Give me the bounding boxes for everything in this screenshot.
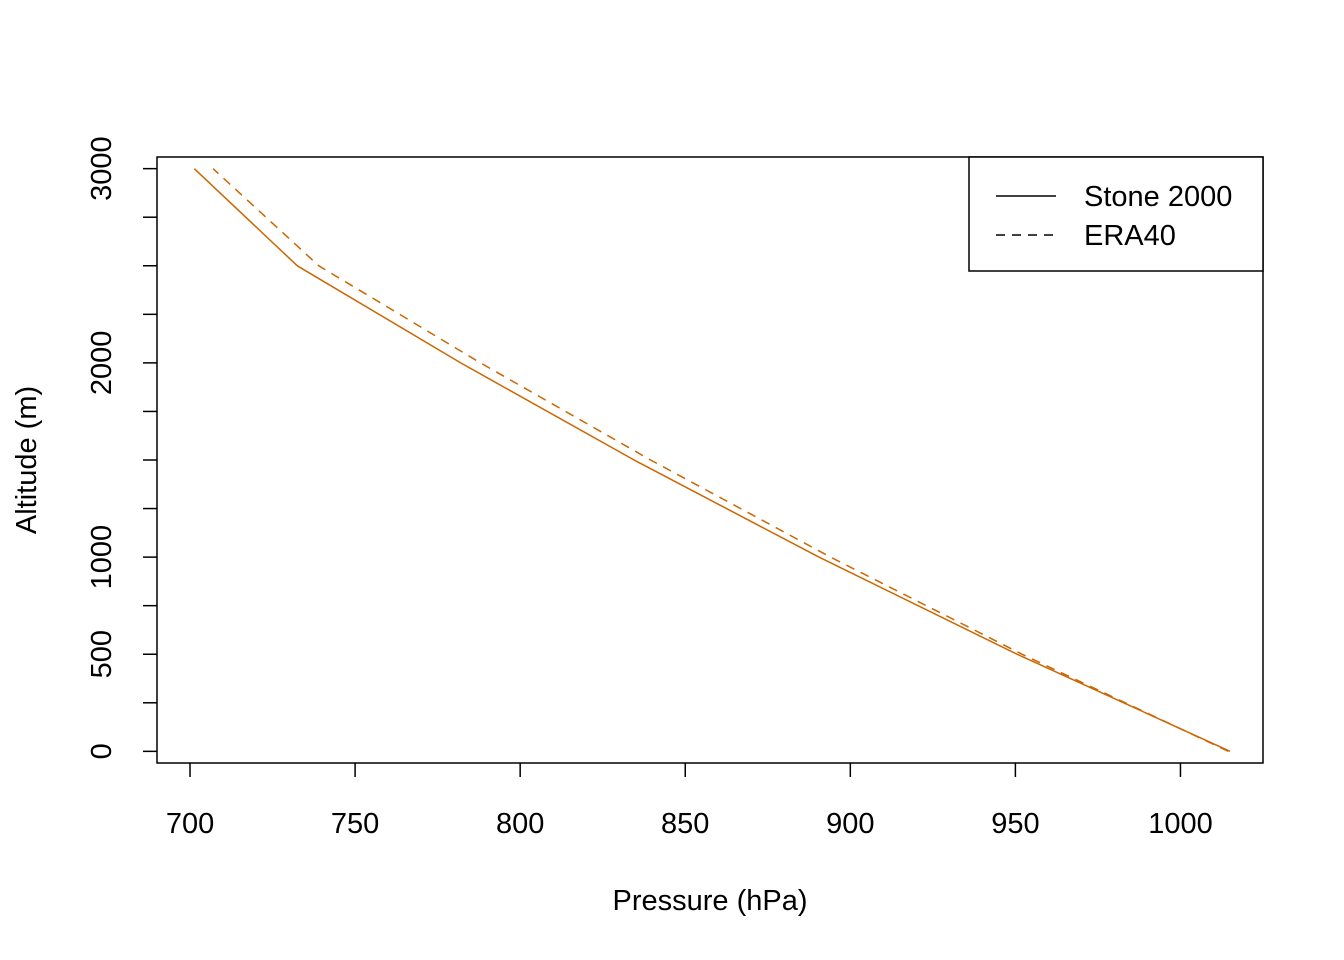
x-tick-label-700: 700	[166, 808, 214, 840]
series-layer	[193, 168, 1231, 752]
series-line-era40	[212, 168, 1229, 752]
x-tick-label-850: 850	[661, 808, 709, 840]
legend: Stone 2000 ERA40	[968, 156, 1264, 272]
y-tick-label-0: 0	[86, 743, 118, 759]
x-tick-label-950: 950	[991, 808, 1039, 840]
y-axis-label: Altitude (m)	[11, 386, 43, 534]
axes-layer: 700 750 800 850 900 950 1000 0 500 1000 2000 3000	[86, 136, 1213, 840]
series-line-stone-2000	[193, 168, 1231, 752]
legend-label-stone-2000: Stone 2000	[1084, 181, 1232, 213]
y-tick-label-3000: 3000	[86, 136, 118, 201]
legend-label-era40: ERA40	[1084, 220, 1176, 252]
x-tick-label-800: 800	[496, 808, 544, 840]
y-tick-label-2000: 2000	[86, 331, 118, 396]
x-tick-label-1000: 1000	[1148, 808, 1213, 840]
legend-box	[968, 156, 1264, 272]
y-tick-label-1000: 1000	[86, 525, 118, 590]
x-axis-label: Pressure (hPa)	[612, 885, 807, 917]
x-tick-label-900: 900	[826, 808, 874, 840]
x-tick-label-750: 750	[331, 808, 379, 840]
y-tick-label-500: 500	[86, 630, 118, 678]
plot-frame	[156, 156, 1264, 764]
